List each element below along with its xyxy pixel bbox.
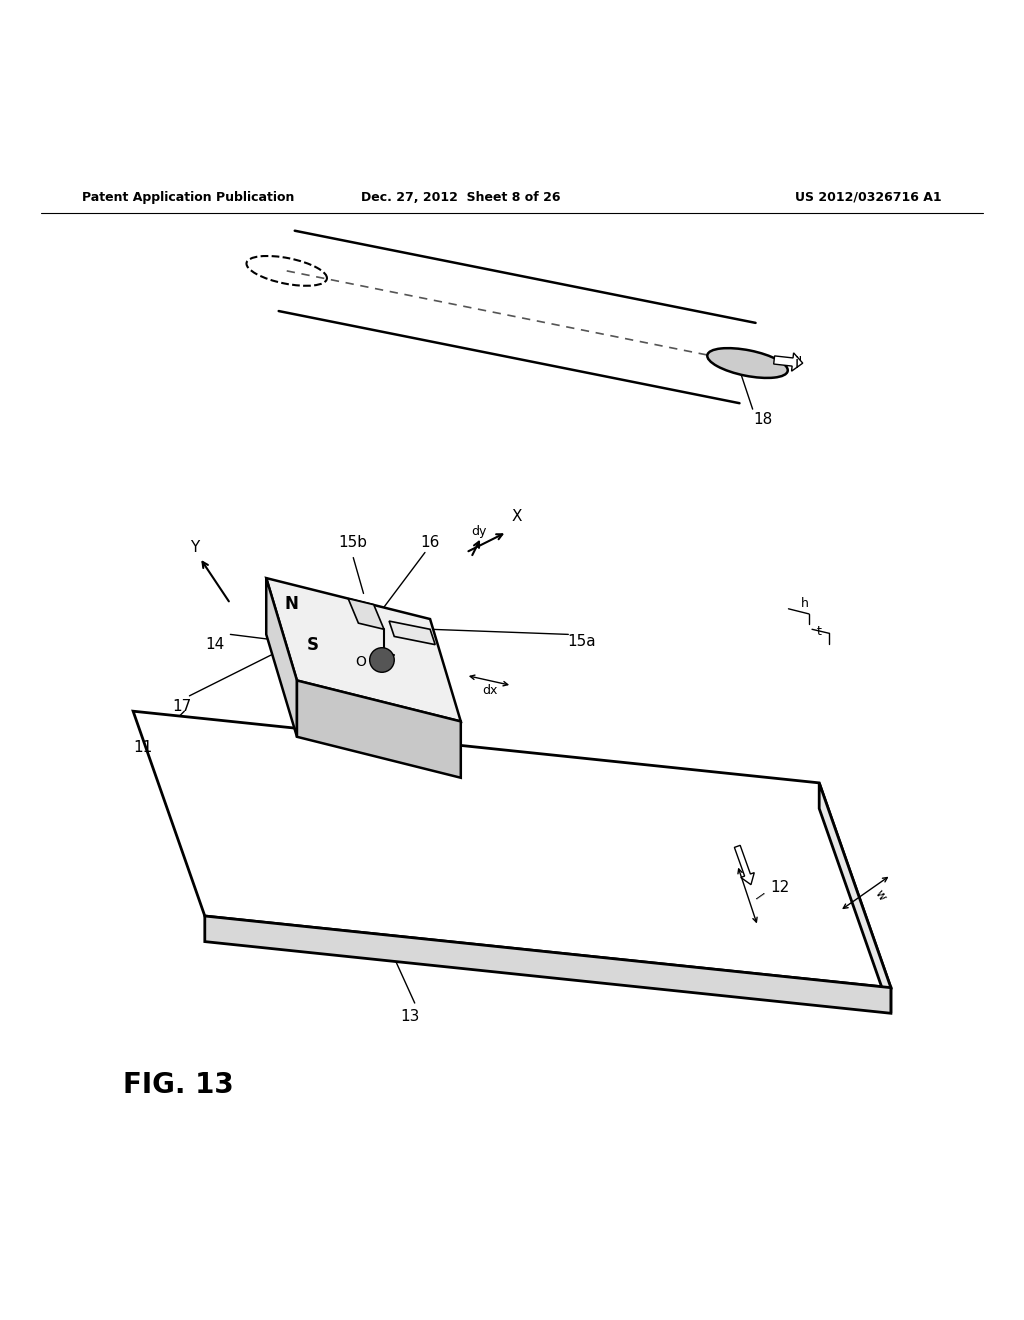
Polygon shape <box>133 711 891 987</box>
Circle shape <box>370 648 394 672</box>
Text: 13: 13 <box>400 1008 419 1024</box>
Text: l: l <box>752 892 764 903</box>
Text: Dec. 27, 2012  Sheet 8 of 26: Dec. 27, 2012 Sheet 8 of 26 <box>361 190 560 203</box>
Text: 12: 12 <box>771 880 790 895</box>
Text: S: S <box>306 636 318 653</box>
Text: w: w <box>872 887 889 903</box>
Text: h: h <box>801 597 809 610</box>
Text: O: O <box>355 655 366 669</box>
Polygon shape <box>266 578 297 737</box>
FancyArrow shape <box>734 845 755 884</box>
Text: Y: Y <box>189 540 200 554</box>
Text: 15b: 15b <box>339 535 368 549</box>
Text: Patent Application Publication: Patent Application Publication <box>82 190 294 203</box>
Text: 14: 14 <box>206 638 224 652</box>
FancyArrow shape <box>774 352 803 371</box>
Text: US 2012/0326716 A1: US 2012/0326716 A1 <box>796 190 942 203</box>
Text: N: N <box>285 595 299 612</box>
Text: 17: 17 <box>173 698 191 714</box>
Text: 16: 16 <box>421 535 439 549</box>
Polygon shape <box>348 598 384 630</box>
Ellipse shape <box>708 348 787 378</box>
Text: i': i' <box>795 355 803 371</box>
Polygon shape <box>389 622 435 644</box>
Text: t: t <box>817 624 821 638</box>
Polygon shape <box>266 578 461 722</box>
Text: 18: 18 <box>754 412 772 426</box>
Text: dx: dx <box>481 684 498 697</box>
Text: 11: 11 <box>134 739 153 755</box>
Text: FIG. 13: FIG. 13 <box>123 1071 233 1100</box>
Text: X: X <box>512 510 522 524</box>
Text: 15a: 15a <box>567 634 596 649</box>
Text: dy: dy <box>471 525 487 539</box>
Polygon shape <box>819 783 891 1014</box>
Polygon shape <box>205 916 891 1014</box>
Polygon shape <box>297 681 461 777</box>
